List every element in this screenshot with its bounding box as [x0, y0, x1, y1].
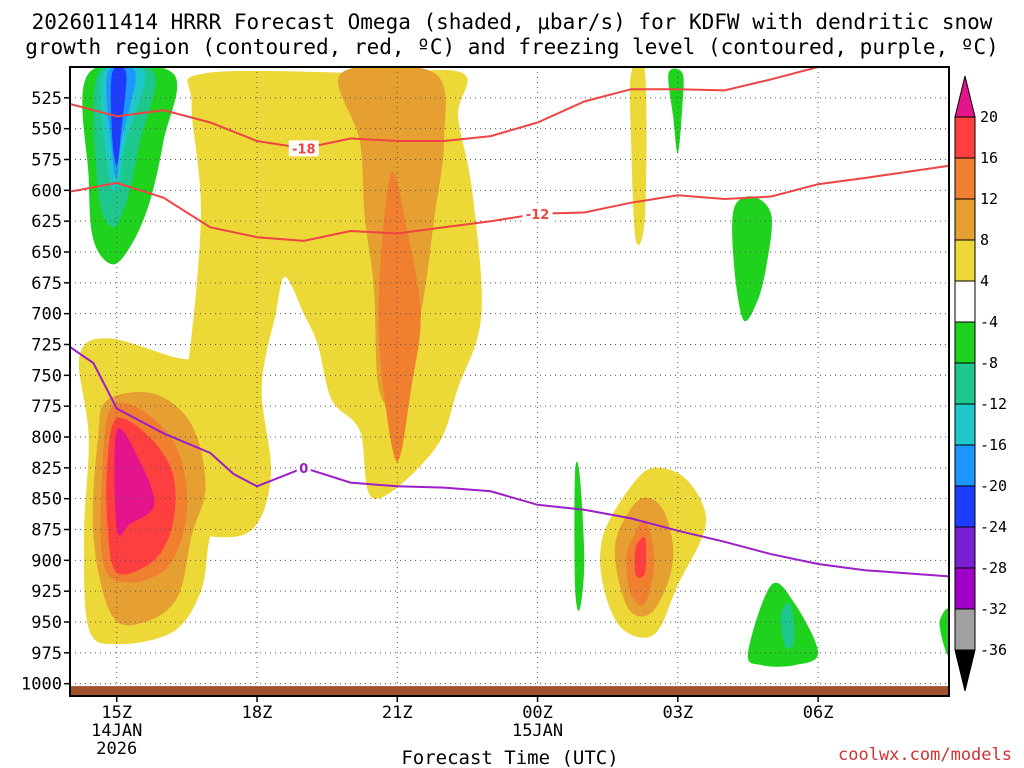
y-tick-label: 675 [31, 274, 62, 294]
omega-region-green-streak-0030z [574, 461, 585, 611]
colorbar-box [954, 321, 976, 364]
contour-freezing-level [70, 346, 949, 578]
x-tick-label: 15JAN [512, 721, 563, 741]
y-tick-label: 875 [31, 521, 62, 541]
x-tick-label: 14JAN [91, 721, 142, 741]
y-tick-label: 550 [31, 120, 62, 140]
colorbar-bottom-arrow [954, 649, 976, 692]
colorbar-label: -8 [980, 354, 998, 372]
colorbar-label: -4 [980, 313, 998, 331]
y-tick-label: 825 [31, 459, 62, 479]
colorbar-box [954, 157, 976, 200]
colorbar-label: 20 [980, 108, 998, 126]
omega-region-green-blob-08z [939, 608, 949, 656]
terrain-fill [70, 686, 949, 696]
colorbar-box [954, 116, 976, 159]
y-tick-label: 925 [31, 582, 62, 602]
colorbar-label: -16 [980, 436, 1007, 454]
y-tick-label: 1000 [21, 675, 62, 695]
contour-label-minus18-isotherm: -18 [292, 142, 316, 157]
y-tick-label: 625 [31, 212, 62, 232]
colorbar-box [954, 403, 976, 446]
colorbar-label: -24 [980, 518, 1007, 536]
contour-minus18-isotherm [70, 67, 819, 150]
colorbar: 20 16 12 8 4 -4 -8 -12 -16 -20 -24 -28 -32 -36 [954, 75, 1007, 692]
colorbar-box [954, 239, 976, 282]
y-tick-label: 975 [31, 644, 62, 664]
colorbar-label: 4 [980, 272, 989, 290]
colorbar-box [954, 280, 976, 323]
colorbar-label: -12 [980, 395, 1007, 413]
temperature-contours: -18 -12 0 [70, 67, 949, 578]
colorbar-box [954, 485, 976, 528]
colorbar-top-arrow [954, 75, 976, 118]
omega-region-mid-orange-core [378, 171, 421, 462]
y-tick-label: 850 [31, 490, 62, 510]
x-tick-label: 21Z [382, 703, 413, 723]
omega-region-lowlevel-magenta [114, 428, 155, 536]
x-tick-label: 18Z [242, 703, 273, 723]
colorbar-label: -32 [980, 600, 1007, 618]
colorbar-label: 12 [980, 190, 998, 208]
omega-shading [78, 67, 949, 667]
omega-region-night-red [634, 536, 647, 578]
colorbar-box [954, 362, 976, 405]
colorbar-label: -20 [980, 477, 1007, 495]
y-tick-label: 600 [31, 181, 62, 201]
terrain-layer [70, 686, 949, 696]
x-tick-label: 2026 [96, 739, 137, 759]
chart-title-line1: 2026011414 HRRR Forecast Omega (shaded, … [32, 10, 993, 34]
contour-minus12-isotherm [70, 164, 949, 242]
colorbar-box [954, 608, 976, 651]
colorbar-box [954, 567, 976, 610]
y-tick-label: 700 [31, 305, 62, 325]
colorbar-label: -36 [980, 641, 1007, 659]
contour-label-freezing-level: 0 [299, 462, 308, 477]
credit-text: coolwx.com/models [838, 745, 1012, 765]
y-tick-label: 650 [31, 243, 62, 263]
y-tick-label: 950 [31, 613, 62, 633]
y-tick-label: 775 [31, 397, 62, 417]
contour-label-bg [296, 459, 311, 476]
x-tick-label: 00Z [522, 703, 553, 723]
colorbar-box [954, 526, 976, 569]
x-tick-label: 03Z [662, 703, 693, 723]
plot-frame [69, 66, 950, 697]
y-tick-label: 800 [31, 428, 62, 448]
contour-label-bg [288, 140, 319, 157]
y-tick-label: 750 [31, 366, 62, 386]
colorbar-label: 16 [980, 149, 998, 167]
colorbar-label: 8 [980, 231, 989, 249]
x-tick-label: 15Z [101, 703, 132, 723]
colorbar-box [954, 444, 976, 487]
y-tick-label: 525 [31, 89, 62, 109]
x-axis-label: Forecast Time (UTC) [401, 747, 618, 768]
y-tick-label: 575 [31, 151, 62, 171]
omega-region-teal-core-05z [780, 602, 795, 649]
y-axis: 525 550 575 600 625 650 675 700 725 750 775 800 825 8… [21, 89, 70, 695]
y-tick-label: 725 [31, 336, 62, 356]
contour-label-bg [522, 205, 553, 222]
omega-region-green-blob-0330z [732, 196, 772, 322]
y-tick-label: 900 [31, 551, 62, 571]
contour-label-minus12-isotherm: -12 [526, 208, 550, 223]
colorbar-box [954, 198, 976, 241]
chart-title-line2: growth region (contoured, red, ºC) and f… [25, 35, 999, 59]
x-tick-label: 06Z [803, 703, 834, 723]
colorbar-label: -28 [980, 559, 1007, 577]
